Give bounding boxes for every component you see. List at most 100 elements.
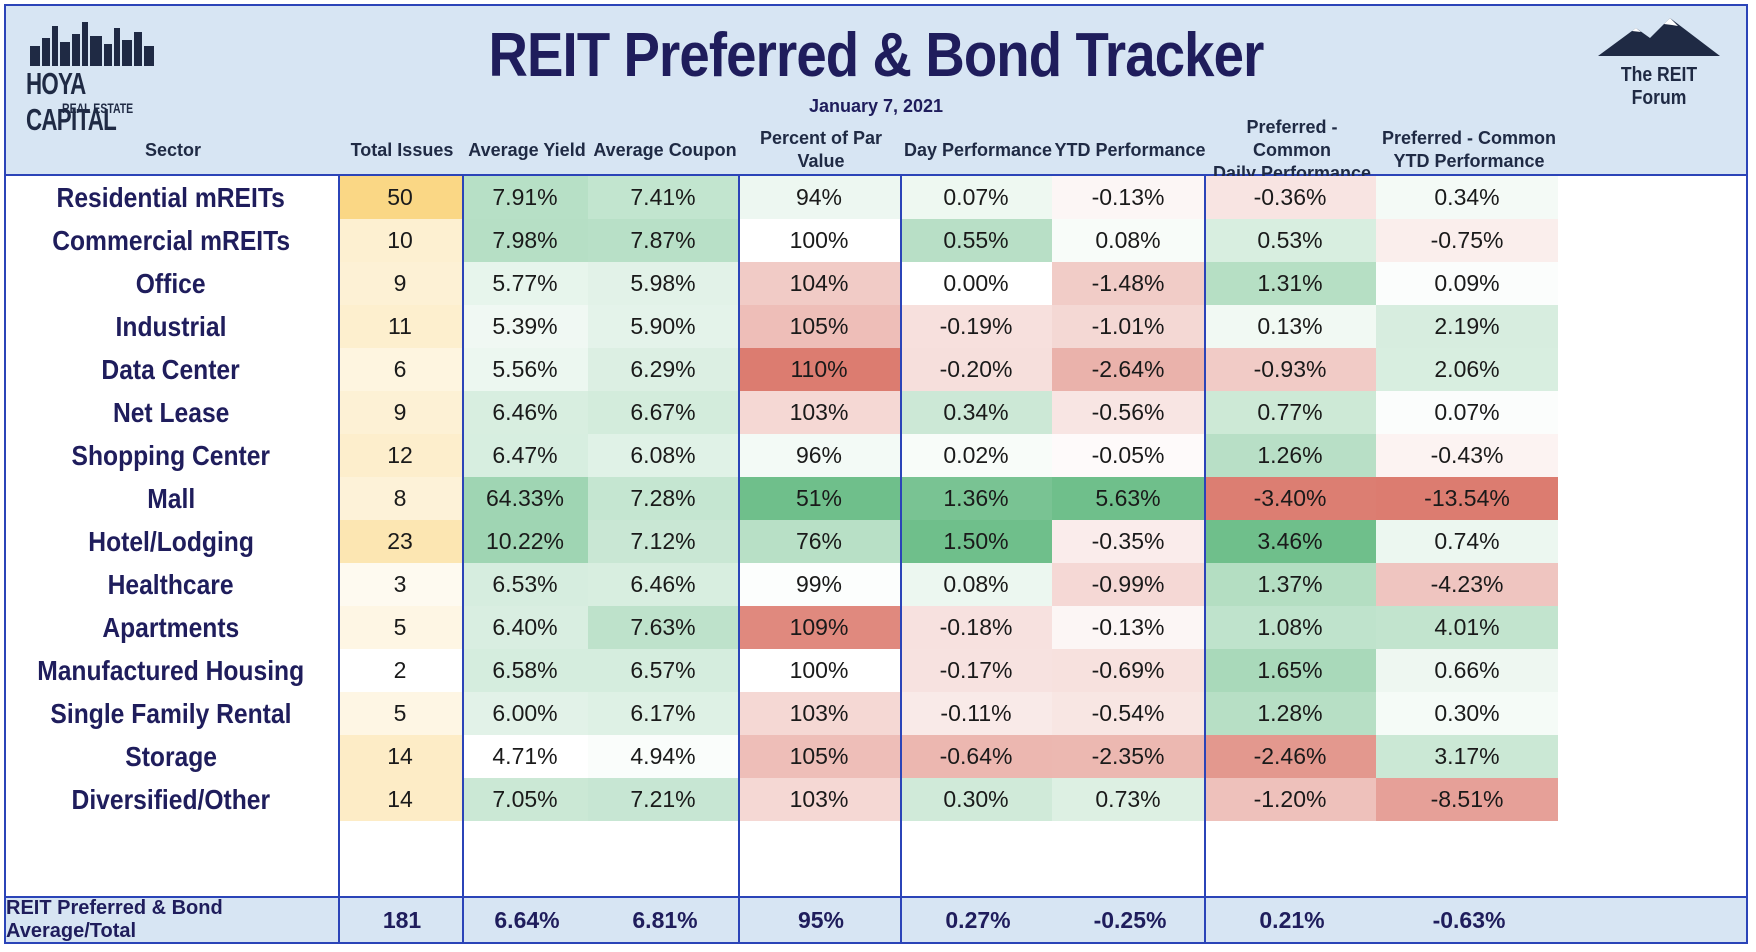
col-header-pref-common-ytd: Preferred - Common YTD Performance [1378,120,1560,180]
cell-percent-of-par: 94% [738,176,900,219]
cell-average-coupon: 7.21% [588,778,738,821]
cell-pref-common-daily: -0.36% [1204,176,1376,219]
sector-label: Hotel/Lodging [88,525,254,557]
cell-average-yield: 6.40% [462,606,588,649]
sector-label: Apartments [102,611,240,643]
cell-percent-of-par: 103% [738,391,900,434]
cell-ytd-performance: -0.13% [1052,176,1204,219]
mountain-icon [1598,18,1720,56]
cell-average-yield: 6.53% [462,563,588,606]
cell-pref-common-daily: 1.08% [1204,606,1376,649]
cell-day-performance: 0.07% [900,176,1052,219]
logo-left-subtitle: REAL ESTATE [62,100,134,116]
logo-right-text: The REIT Forum [1620,64,1698,109]
cell-day-performance: 0.02% [900,434,1052,477]
col-header-percent-of-par: Percent of Par Value [759,128,883,171]
divider-ytd [1204,176,1206,944]
cell-pref-common-daily: 1.31% [1204,262,1376,305]
table-row: Storage 14 4.71% 4.94% 105% -0.64% -2.35% -2.46… [4,735,1748,778]
reit-forum-logo: The REIT Forum [1584,16,1734,109]
cell-pref-common-ytd: -8.51% [1376,778,1558,821]
cell-pref-common-ytd: 2.06% [1376,348,1558,391]
cell-total-issues: 6 [338,348,462,391]
cell-average-yield: 6.00% [462,692,588,735]
total-pref-common-daily: 0.21% [1259,906,1325,933]
cell-day-performance: -0.17% [900,649,1052,692]
col-header-pref-common-ytd-line1: Preferred - Common [1381,128,1557,148]
cell-pref-common-ytd: 0.07% [1376,391,1558,434]
report-date: January 7, 2021 [808,96,944,116]
cell-total-issues: 14 [338,735,462,778]
cell-average-yield: 5.56% [462,348,588,391]
cell-sector: Data Center [4,348,338,391]
cell-sector: Net Lease [4,391,338,434]
cell-day-performance: 0.08% [900,563,1052,606]
cell-day-performance: 0.00% [900,262,1052,305]
cell-sector: Industrial [4,305,338,348]
cell-total-issues: 9 [338,262,462,305]
cell-average-yield: 5.77% [462,262,588,305]
sector-label: Commercial mREITs [52,224,290,256]
cell-pref-common-daily: 0.13% [1204,305,1376,348]
divider-issues [462,176,464,944]
cell-average-coupon: 6.08% [588,434,738,477]
cell-percent-of-par: 100% [738,219,900,262]
cell-pref-common-daily: -3.40% [1204,477,1376,520]
table-row: Healthcare 3 6.53% 6.46% 99% 0.08% -0.99% 1.37%… [4,563,1748,606]
cell-average-coupon: 4.94% [588,735,738,778]
table-row: Hotel/Lodging 23 10.22% 7.12% 76% 1.50% -0.35%… [4,520,1748,563]
cell-sector: Single Family Rental [4,692,338,735]
cell-average-coupon: 6.17% [588,692,738,735]
cell-pref-common-daily: 1.26% [1204,434,1376,477]
cell-percent-of-par: 105% [738,735,900,778]
table-row: Single Family Rental 5 6.00% 6.17% 103% -0.11… [4,692,1748,735]
cell-total-issues: 5 [338,606,462,649]
cell-sector: Residential mREITs [4,176,338,219]
sector-label: Manufactured Housing [37,654,305,686]
cell-average-yield: 7.05% [462,778,588,821]
logo-left-title: HOYA CAPITAL [26,66,117,137]
col-header-average-coupon: Average Coupon [593,139,737,160]
cell-percent-of-par: 109% [738,606,900,649]
cell-ytd-performance: -0.56% [1052,391,1204,434]
cell-pref-common-daily: 3.46% [1204,520,1376,563]
cell-pref-common-ytd: 0.74% [1376,520,1558,563]
cell-day-performance: 0.55% [900,219,1052,262]
cell-average-coupon: 5.98% [588,262,738,305]
cell-ytd-performance: -1.48% [1052,262,1204,305]
col-header-pref-common-ytd-line2: YTD Performance [1393,151,1545,171]
cell-pref-common-daily: -1.20% [1204,778,1376,821]
cell-pref-common-ytd: 4.01% [1376,606,1558,649]
table-row: Office 9 5.77% 5.98% 104% 0.00% -1.48% 1.31% 0.0… [4,262,1748,305]
cell-pref-common-ytd: 2.19% [1376,305,1558,348]
cell-average-coupon: 7.28% [588,477,738,520]
cell-average-coupon: 6.46% [588,563,738,606]
divider-sector [338,176,340,944]
sector-label: Data Center [101,353,241,385]
sector-label: Storage [125,740,217,772]
col-header-sector: Sector [144,139,202,160]
cell-day-performance: -0.19% [900,305,1052,348]
cell-ytd-performance: -0.99% [1052,563,1204,606]
cell-day-performance: -0.11% [900,692,1052,735]
col-header-ytd-performance: YTD Performance [1054,139,1206,160]
total-label: REIT Preferred & Bond Average/Total [6,897,223,942]
cell-sector: Shopping Center [4,434,338,477]
cell-day-performance: -0.64% [900,735,1052,778]
cell-average-yield: 7.98% [462,219,588,262]
divider-coupon [738,176,740,944]
total-row: REIT Preferred & Bond Average/Total 181 … [4,896,1748,944]
cell-total-issues: 50 [338,176,462,219]
cell-sector: Office [4,262,338,305]
col-header-pref-common-daily-line1: Preferred - Common [1246,116,1338,160]
sector-label: Net Lease [112,396,230,428]
cell-average-coupon: 7.41% [588,176,738,219]
cell-ytd-performance: -2.35% [1052,735,1204,778]
cell-pref-common-ytd: 0.30% [1376,692,1558,735]
cell-day-performance: 1.50% [900,520,1052,563]
cell-pref-common-daily: 0.53% [1204,219,1376,262]
cell-day-performance: -0.18% [900,606,1052,649]
cell-day-performance: 1.36% [900,477,1052,520]
skyline-icon [30,22,154,66]
cell-percent-of-par: 51% [738,477,900,520]
